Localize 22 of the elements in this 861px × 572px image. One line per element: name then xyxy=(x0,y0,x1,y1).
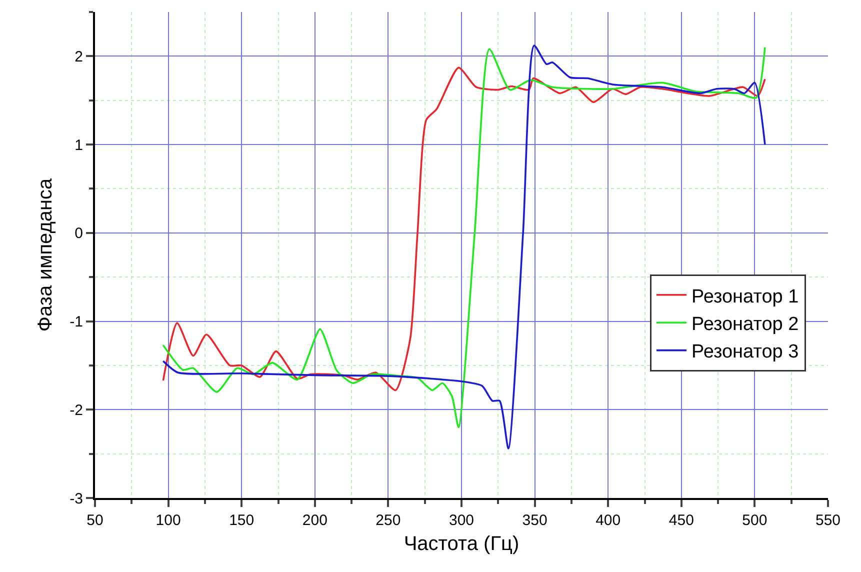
x-tick-label: 100 xyxy=(156,512,181,529)
legend-label: Резонатор 3 xyxy=(692,342,799,363)
legend-label: Резонатор 2 xyxy=(692,314,799,335)
y-tick-label: -2 xyxy=(70,402,83,419)
y-tick-label: 2 xyxy=(74,48,83,66)
x-tick-label: 350 xyxy=(522,512,548,529)
y-tick-label: 1 xyxy=(74,136,83,154)
x-axis-title: Частота (Гц) xyxy=(404,533,520,555)
x-tick-label: 550 xyxy=(815,512,841,529)
y-tick-label: 0 xyxy=(74,225,83,242)
x-tick-label: 400 xyxy=(596,512,621,529)
x-tick-label: 250 xyxy=(376,512,401,529)
x-tick-label: 50 xyxy=(86,512,104,529)
x-tick-label: 300 xyxy=(448,512,474,529)
x-tick-label: 150 xyxy=(229,512,254,529)
y-tick-label: -1 xyxy=(70,314,83,331)
x-tick-label: 500 xyxy=(742,512,768,529)
x-tick-label: 200 xyxy=(302,512,328,529)
y-axis-title: Фаза импеданса xyxy=(34,177,57,332)
x-tick-label: 450 xyxy=(668,512,694,529)
y-tick-label: -3 xyxy=(70,490,83,508)
legend-label: Резонатор 1 xyxy=(692,286,799,308)
